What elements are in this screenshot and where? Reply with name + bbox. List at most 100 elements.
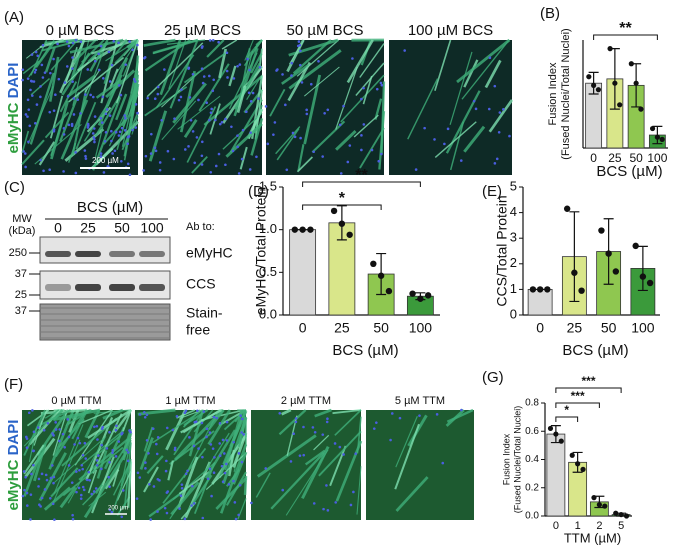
myotube [35, 40, 56, 69]
myotube [304, 66, 340, 97]
condition-label: 2 µM TTM [281, 395, 331, 407]
nucleus [74, 151, 77, 154]
nucleus [389, 438, 392, 442]
nucleus [26, 77, 30, 80]
nucleus [126, 459, 130, 463]
myotube [204, 429, 237, 479]
myotube [353, 114, 379, 138]
nucleus [294, 420, 298, 424]
y-tick-label: 1.5 [259, 178, 277, 193]
myotube [86, 106, 112, 133]
y-tick-label: 3 [510, 230, 517, 245]
myotube [112, 463, 121, 487]
nucleus [281, 73, 284, 76]
significance-label: ** [355, 167, 368, 184]
data-point [575, 461, 581, 467]
nucleus [54, 421, 57, 424]
nucleus [21, 78, 24, 82]
nucleus [143, 56, 146, 60]
data-point [569, 452, 575, 458]
nucleus [91, 132, 95, 135]
myotube [285, 449, 329, 516]
nucleus [175, 415, 179, 418]
myotube [296, 39, 340, 77]
nucleus [48, 110, 52, 114]
nucleus [36, 54, 40, 58]
nucleus [39, 158, 42, 162]
data-point [409, 290, 416, 297]
lane-label: 100 [140, 220, 164, 236]
nucleus [299, 136, 302, 140]
myotube [116, 496, 131, 516]
nucleus [238, 483, 242, 487]
data-point [547, 425, 554, 432]
nucleus [493, 84, 497, 88]
nucleus [418, 414, 421, 417]
nucleus [221, 438, 225, 442]
nucleus [78, 441, 82, 445]
myotube [122, 94, 139, 128]
myotube [172, 82, 207, 124]
data-point [330, 207, 338, 215]
myotube [143, 466, 159, 493]
nucleus [23, 152, 27, 155]
nucleus [334, 501, 338, 504]
nucleus [93, 140, 96, 144]
nucleus [354, 452, 357, 455]
myotube [335, 440, 363, 502]
nucleus [29, 518, 32, 521]
nucleus [101, 95, 105, 99]
scale-label: 200 µm [108, 506, 128, 512]
band [139, 284, 165, 291]
nucleus [302, 453, 306, 457]
myotube [223, 409, 247, 431]
nucleus [264, 105, 268, 108]
nucleus [240, 157, 244, 161]
x-axis-label: BCS (µM) [562, 342, 628, 359]
nucleus [128, 173, 132, 177]
nucleus [65, 65, 69, 68]
myotube [297, 144, 305, 171]
nucleus [92, 127, 96, 130]
myotube [65, 409, 75, 427]
nucleus [110, 129, 113, 133]
nucleus [100, 121, 104, 124]
nucleus [31, 409, 34, 412]
significance-bracket [302, 181, 421, 187]
band [109, 284, 135, 291]
myotube [179, 70, 196, 133]
condition-label: 5 µM TTM [395, 395, 445, 407]
nucleus [114, 455, 118, 458]
myotube [170, 481, 200, 516]
nucleus [46, 421, 50, 425]
nucleus [71, 41, 75, 45]
nucleus [112, 40, 116, 43]
nucleus [144, 467, 147, 470]
myotube [144, 39, 191, 72]
myotube [67, 409, 93, 425]
data-point [595, 87, 602, 93]
nucleus [201, 81, 205, 85]
nucleus [226, 76, 229, 79]
band [45, 251, 71, 257]
nucleus [39, 85, 42, 88]
nucleus [441, 461, 445, 465]
myotube [161, 100, 197, 141]
y-tick-label: 1.0 [259, 221, 277, 236]
myotube [23, 409, 59, 447]
nucleus [200, 46, 204, 49]
nucleus [54, 428, 58, 431]
nucleus [79, 112, 82, 115]
condition-label: 1 µM TTM [165, 395, 215, 407]
nucleus [150, 132, 153, 136]
nucleus [123, 129, 127, 132]
nucleus [214, 164, 218, 168]
y-tick-label: 5 [510, 178, 517, 193]
nucleus [111, 448, 115, 452]
data-point [638, 106, 644, 112]
nucleus [225, 420, 229, 424]
nucleus [93, 425, 96, 429]
nucleus [180, 486, 184, 490]
nucleus [188, 96, 192, 99]
myotube [75, 101, 97, 150]
